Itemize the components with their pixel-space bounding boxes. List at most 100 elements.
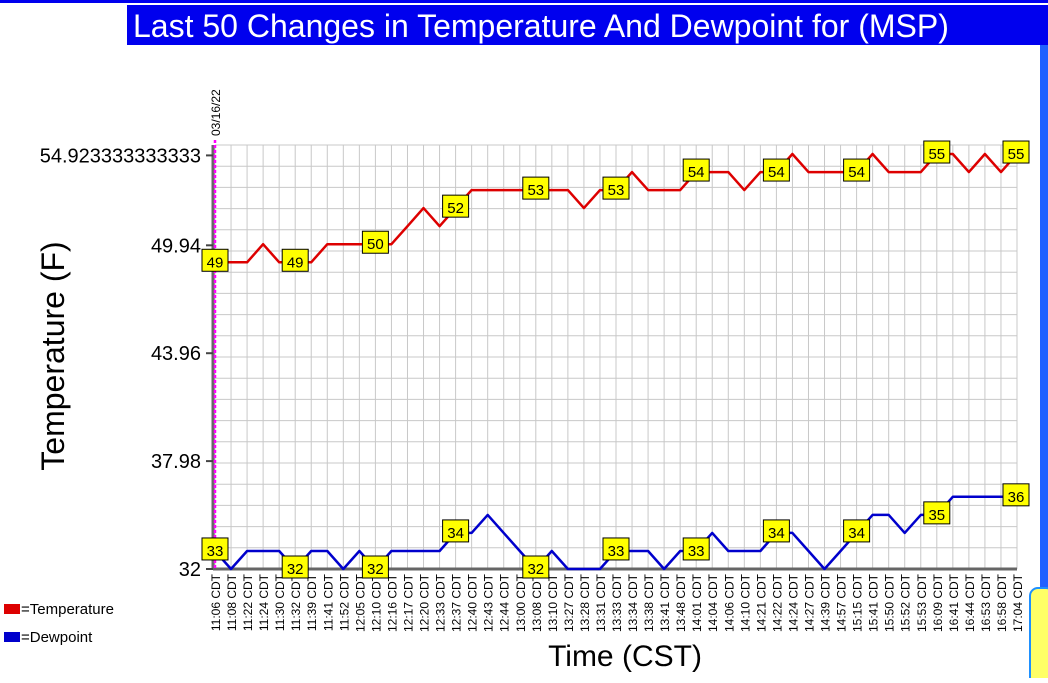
x-tick-label: 13:31 CDT (594, 573, 608, 632)
x-tick-label: 15:15 CDT (851, 573, 865, 632)
data-label-box (522, 176, 550, 200)
data-label-box (281, 248, 309, 272)
x-tick-labels: 11:06 CDT 11:08 CDT 11:22 CDT 11:24 CDT 11:3… (209, 573, 1025, 632)
tooltip-corner (1029, 587, 1048, 683)
x-tick-label: 11:22 CDT (241, 573, 255, 631)
data-label: 53 (608, 182, 625, 199)
data-label-box (762, 519, 790, 543)
x-tick-label: 12:37 CDT (450, 573, 464, 632)
x-tick-label: 13:08 CDT (530, 573, 544, 632)
data-label: 49 (287, 254, 304, 271)
x-tick-label: 12:10 CDT (369, 573, 383, 632)
legend-swatch (4, 632, 20, 642)
data-label-box (1002, 140, 1030, 164)
x-tick-label: 14:57 CDT (835, 573, 849, 632)
x-tick-label: 14:24 CDT (786, 573, 800, 632)
data-label-box (522, 555, 550, 579)
x-tick-label: 16:41 CDT (947, 573, 961, 632)
x-tick-label: 11:32 CDT (289, 573, 303, 631)
y-tick-label: 32 (179, 559, 201, 581)
data-label-box (762, 158, 790, 182)
x-tick-label: 14:22 CDT (770, 573, 784, 632)
data-labels: 49 49 50 52 53 53 54 54 54 55 55 33 32 32 34 32 33 33 34 34… (201, 140, 1030, 579)
x-tick-label: 12:05 CDT (353, 573, 367, 632)
data-label: 33 (688, 543, 705, 560)
data-label-box (682, 158, 710, 182)
legend-label: =Dewpoint (21, 629, 93, 646)
x-tick-label: 16:44 CDT (963, 573, 977, 632)
x-tick-label: 13:34 CDT (626, 573, 640, 632)
data-label-box (843, 519, 871, 543)
axes (211, 145, 1017, 571)
data-label-box (602, 176, 630, 200)
data-label: 54 (768, 164, 785, 181)
x-tick-label: 14:04 CDT (706, 573, 720, 632)
x-tick-label: 15:41 CDT (867, 573, 881, 632)
x-tick-label: 14:39 CDT (819, 573, 833, 632)
chart-title: Last 50 Changes in Temperature And Dewpo… (133, 8, 949, 44)
data-label-box (843, 158, 871, 182)
x-tick-label: 15:53 CDT (915, 573, 929, 632)
y-tick-label: 49.94 (151, 235, 201, 257)
grid (214, 144, 1018, 570)
data-label: 34 (768, 525, 785, 542)
data-label-box (361, 230, 389, 254)
x-tick-label: 16:53 CDT (979, 573, 993, 632)
x-tick-label: 13:27 CDT (562, 573, 576, 632)
data-label-box (442, 519, 470, 543)
x-tick-label: 15:50 CDT (883, 573, 897, 632)
x-tick-label: 17:04 CDT (1011, 573, 1025, 632)
data-label-box (442, 194, 470, 218)
data-label-box (923, 501, 951, 525)
x-tick-label: 12:44 CDT (498, 573, 512, 632)
data-label: 32 (287, 561, 304, 578)
data-label-box (682, 537, 710, 561)
y-tick-label: 37.98 (151, 451, 201, 473)
data-label-box (923, 140, 951, 164)
x-tick-label: 13:48 CDT (674, 573, 688, 632)
x-tick-label: 14:27 CDT (802, 573, 816, 632)
x-tick-label: 16:09 CDT (931, 573, 945, 632)
data-label-box (201, 248, 229, 272)
data-label: 49 (207, 254, 224, 271)
x-tick-label: 11:52 CDT (337, 573, 351, 631)
data-label: 34 (447, 525, 464, 542)
x-tick-label: 16:58 CDT (995, 573, 1009, 632)
data-label-box (201, 537, 229, 561)
y-axis-label: Temperature (F) (35, 241, 71, 470)
y-tick-labels: 32 37.98 43.96 49.94 54.923333333333 (40, 145, 213, 581)
legend-swatch (4, 604, 20, 614)
data-label: 52 (447, 200, 464, 217)
x-tick-label: 11:39 CDT (305, 573, 319, 631)
data-label-box (602, 537, 630, 561)
x-tick-label: 13:00 CDT (514, 573, 528, 632)
y-tick-label: 54.923333333333 (40, 145, 201, 167)
x-tick-label: 11:06 CDT (209, 573, 223, 631)
x-tick-label: 13:38 CDT (642, 573, 656, 632)
title-background (127, 5, 1048, 45)
data-label: 35 (928, 507, 945, 524)
y-tick-label: 43.96 (151, 343, 201, 365)
data-label: 32 (367, 561, 384, 578)
legend: =Temperature =Dewpoint (4, 601, 114, 646)
date-marker: 03/16/22 (209, 89, 223, 569)
x-tick-label: 12:16 CDT (385, 573, 399, 632)
data-label: 53 (527, 182, 544, 199)
x-tick-label: 13:33 CDT (610, 573, 624, 632)
data-label-box (361, 555, 389, 579)
data-label: 33 (608, 543, 625, 560)
x-tick-label: 14:06 CDT (722, 573, 736, 632)
top-border-line (0, 0, 1048, 3)
x-tick-label: 12:43 CDT (482, 573, 496, 632)
x-axis-label: Time (CST) (548, 640, 702, 673)
legend-label: =Temperature (21, 601, 114, 618)
x-tick-label: 11:24 CDT (257, 573, 271, 631)
x-tick-label: 13:10 CDT (546, 573, 560, 632)
x-tick-label: 12:40 CDT (466, 573, 480, 632)
data-label: 55 (1008, 146, 1025, 163)
data-label: 54 (688, 164, 705, 181)
x-tick-label: 11:08 CDT (225, 573, 239, 631)
date-marker-label: 03/16/22 (209, 89, 223, 136)
